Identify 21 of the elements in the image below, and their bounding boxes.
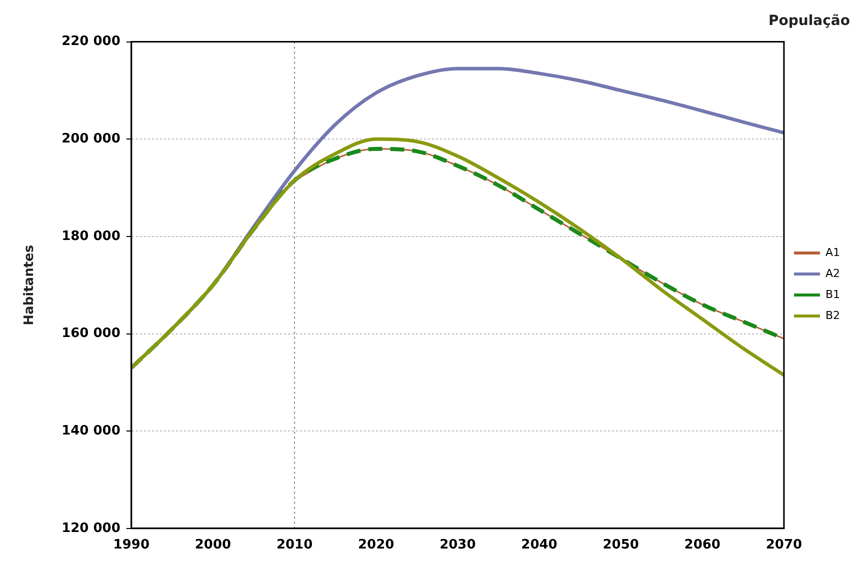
y-tick-label: 220 000 [62, 34, 120, 50]
y-tick-label: 180 000 [62, 228, 120, 244]
x-tick-label: 2000 [194, 538, 232, 553]
y-tick-label: 160 000 [62, 326, 120, 342]
x-tick-label: 2060 [684, 538, 720, 553]
x-tick-label: 2030 [440, 538, 476, 553]
x-tick-label: 2040 [521, 538, 558, 553]
legend-label: B1 [825, 288, 840, 301]
y-tick-label: 120 000 [62, 520, 120, 536]
y-tick-label: 200 000 [62, 131, 120, 146]
x-tick-label: 2020 [358, 538, 394, 553]
x-tick-label: 2050 [602, 538, 639, 553]
legend-label: A2 [825, 266, 840, 280]
y-tick-label: 140 000 [62, 423, 120, 438]
x-tick-label: 2010 [276, 538, 313, 553]
x-tick-label: 2070 [766, 538, 802, 553]
legend-label: A1 [825, 246, 840, 259]
chart-title: População [768, 13, 850, 30]
x-tick-label: 1990 [113, 538, 150, 553]
y-axis-title: Habitantes [22, 244, 38, 326]
legend-label: B2 [825, 308, 840, 322]
